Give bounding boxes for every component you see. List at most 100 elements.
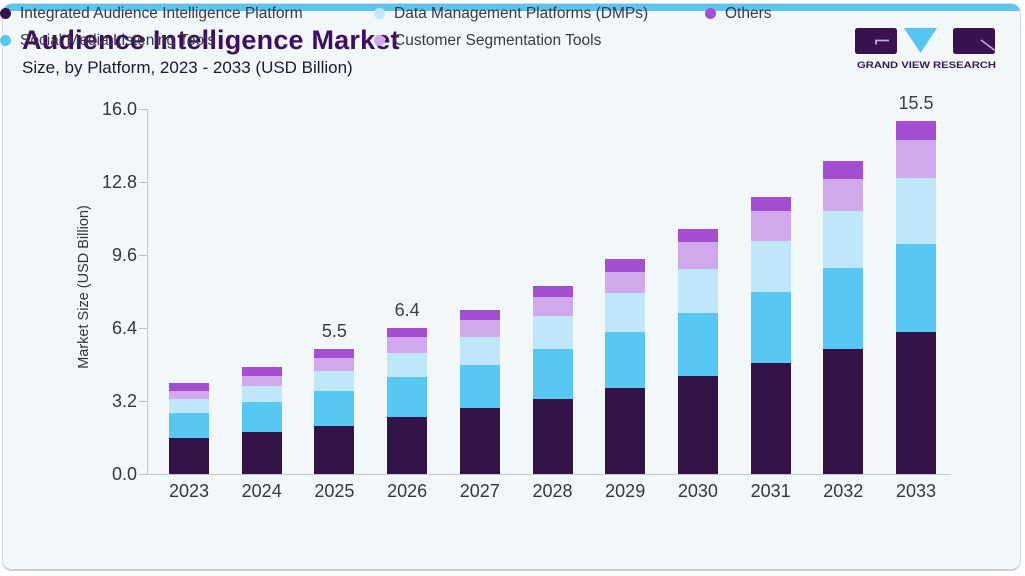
y-axis-line xyxy=(147,109,148,474)
x-tick-label-2032: 2032 xyxy=(823,481,864,501)
bar-segment xyxy=(532,285,573,298)
x-tick-label-2029: 2029 xyxy=(605,481,646,501)
legend-label: Others xyxy=(725,4,772,22)
y-tick-label: 3.2 xyxy=(111,391,137,412)
bar-segment xyxy=(387,328,428,337)
bar-segment xyxy=(605,388,646,474)
bar-segment xyxy=(241,431,282,474)
legend-dot xyxy=(374,8,385,19)
x-tick-label-2023: 2023 xyxy=(168,481,210,501)
y-tick-mark xyxy=(139,108,148,110)
bar-segment xyxy=(823,161,864,179)
legend-item: Customer Segmentation Tools xyxy=(374,27,705,54)
y-tick-mark xyxy=(139,254,148,256)
bar-segment xyxy=(823,348,864,474)
bar-segment xyxy=(241,375,282,386)
grand-view-research-logo: GRAND VIEW RESEARCH xyxy=(855,28,998,72)
bar-segment xyxy=(896,120,936,141)
bar-segment xyxy=(387,377,428,417)
bar-segment xyxy=(314,370,355,391)
bar-segment xyxy=(459,408,500,474)
y-axis-title: Market Size (USD Billion) xyxy=(76,205,92,369)
bar-segment xyxy=(823,267,864,349)
logo-v-triangle-icon xyxy=(904,28,937,53)
top-accent-bar xyxy=(3,4,1020,11)
bar-segment xyxy=(605,292,646,332)
bar-segment xyxy=(459,364,500,409)
bar-2030 xyxy=(677,229,718,474)
bar-segment xyxy=(896,140,936,178)
y-tick-mark xyxy=(139,473,148,475)
bar-2033 xyxy=(896,120,936,474)
legend-item: Integrated Audience Intelligence Platfor… xyxy=(0,0,374,27)
bar-segment xyxy=(241,367,282,376)
bar-segment xyxy=(387,353,428,378)
bar-segment xyxy=(314,390,355,426)
bar-total-label-2026: 6.4 xyxy=(394,300,420,321)
bar-segment xyxy=(823,210,864,268)
bar-segment xyxy=(532,398,573,474)
bar-segment xyxy=(169,438,209,474)
bar-2029 xyxy=(605,259,646,474)
bar-segment xyxy=(823,178,864,211)
x-tick-label-2030: 2030 xyxy=(677,481,718,501)
bar-2031 xyxy=(750,197,791,474)
bar-segment xyxy=(605,259,646,272)
bar-segment xyxy=(750,197,791,212)
bar-2025 xyxy=(314,348,355,474)
bar-2028 xyxy=(532,285,573,474)
bar-segment xyxy=(169,390,209,399)
y-tick-label: 16.0 xyxy=(101,99,137,120)
legend-dot xyxy=(0,8,11,19)
bar-segment xyxy=(750,362,791,474)
bar-segment xyxy=(459,310,500,320)
bar-2032 xyxy=(823,161,864,474)
x-tick-label-2033: 2033 xyxy=(895,481,937,501)
bar-segment xyxy=(750,241,791,293)
bar-2027 xyxy=(459,310,500,474)
logo-text: GRAND VIEW RESEARCH xyxy=(857,60,996,71)
page-title: Audience Intelligence Market xyxy=(22,25,400,55)
bar-segment xyxy=(459,319,500,337)
x-tick-label-2027: 2027 xyxy=(459,481,500,501)
bar-segment xyxy=(169,398,209,414)
x-tick-label-2025: 2025 xyxy=(314,481,355,501)
bar-total-label-2025: 5.5 xyxy=(321,320,347,341)
bar-segment xyxy=(896,177,936,244)
bar-segment xyxy=(532,316,573,349)
bar-segment xyxy=(896,243,936,332)
bar-segment xyxy=(677,268,718,314)
bar-segment xyxy=(677,376,718,474)
x-tick-label-2024: 2024 xyxy=(241,481,282,501)
bar-segment xyxy=(241,401,282,432)
bar-segment xyxy=(387,336,428,354)
bar-segment xyxy=(605,271,646,293)
legend-label: Social Media Listening Tools xyxy=(20,31,216,49)
legend-dot xyxy=(0,35,11,46)
bar-2024 xyxy=(241,367,282,474)
bar-segment xyxy=(169,383,209,391)
legend-item: Others xyxy=(705,0,772,27)
legend: Integrated Audience Intelligence Platfor… xyxy=(0,0,772,54)
bar-total-label-2033: 15.5 xyxy=(898,92,934,113)
logo-g-glyph xyxy=(875,39,889,45)
bar-segment xyxy=(605,331,646,389)
bar-2026 xyxy=(387,328,428,474)
bar-segment xyxy=(314,357,355,371)
x-axis-line xyxy=(148,473,951,475)
y-tick-mark xyxy=(139,400,148,402)
y-tick-mark xyxy=(139,181,148,183)
legend-dot xyxy=(705,8,716,19)
bar-segment xyxy=(750,292,791,363)
page-subtitle: Size, by Platform, 2023 - 2033 (USD Bill… xyxy=(22,58,353,77)
bar-segment xyxy=(459,336,500,365)
logo-r-glyph xyxy=(980,39,996,52)
y-tick-label: 6.4 xyxy=(111,318,137,339)
bar-segment xyxy=(314,425,355,474)
bar-segment xyxy=(169,413,209,439)
bar-segment xyxy=(532,348,573,399)
bar-segment xyxy=(750,211,791,241)
x-tick-label-2031: 2031 xyxy=(750,481,791,501)
bar-segment xyxy=(532,297,573,317)
logo-r-block xyxy=(953,28,995,54)
